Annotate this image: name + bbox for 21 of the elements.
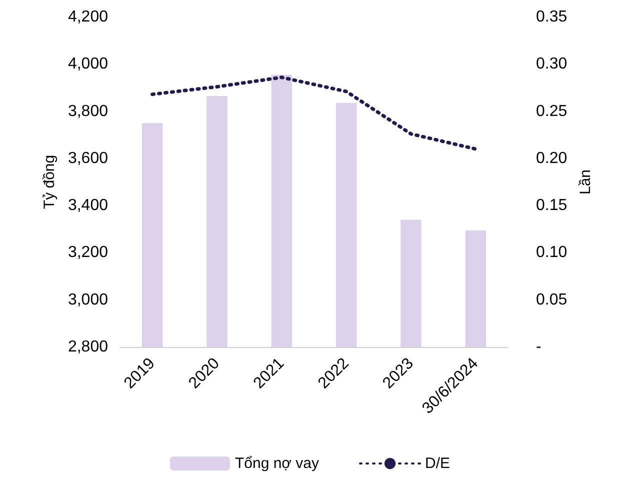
y2-tick-label: 0.10	[536, 244, 568, 262]
y-tick-label: 3,000	[68, 291, 108, 308]
y2-tick-label: 0.35	[536, 8, 568, 26]
y-tick-label: 4,200	[68, 8, 108, 26]
y2-axis-title: Lần	[577, 169, 594, 195]
y2-tick-label: 0.25	[536, 102, 568, 120]
y2-tick-label: 0.15	[536, 197, 568, 214]
legend-label: D/E	[425, 455, 450, 472]
y-tick-label: 3,200	[68, 244, 108, 262]
y2-tick-label: -	[536, 338, 542, 356]
y-axis-title: Tỷ đồng	[41, 154, 58, 210]
line-series	[150, 76, 478, 151]
y2-tick-label: 0.20	[536, 150, 568, 167]
legend-label: Tổng nợ vay	[234, 455, 320, 472]
y-tick-label: 3,600	[68, 150, 108, 167]
y-tick-label: 3,400	[68, 197, 108, 214]
y2-tick-label: 0.05	[536, 291, 568, 308]
y-tick-label: 3,800	[68, 102, 108, 120]
y-tick-label: 2,800	[68, 338, 108, 356]
y2-tick-label: 0.30	[536, 56, 568, 73]
y-tick-label: 4,000	[68, 56, 108, 73]
